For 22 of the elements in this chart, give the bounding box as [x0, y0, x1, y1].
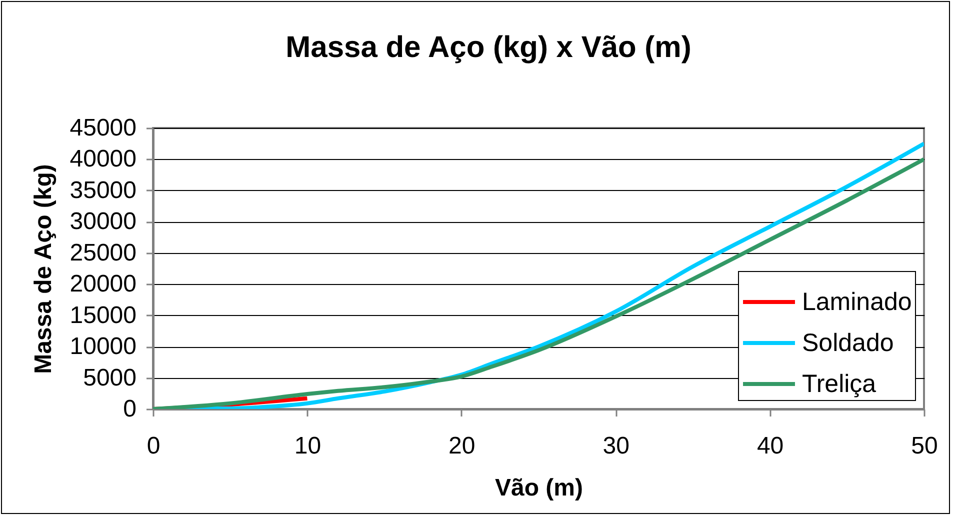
- legend-label: Treliça: [802, 370, 876, 398]
- legend-label: Soldado: [802, 329, 894, 357]
- y-tick-label: 10000: [70, 333, 136, 360]
- chart-title: Massa de Aço (kg) x Vão (m): [286, 31, 692, 64]
- y-tick-label: 30000: [70, 208, 136, 236]
- x-tick-label: 30: [602, 432, 630, 460]
- y-tick-label: 20000: [70, 270, 136, 298]
- legend-label: Laminado: [802, 288, 912, 316]
- x-tick-label: 50: [911, 432, 938, 460]
- y-tick-label: 40000: [70, 146, 136, 173]
- y-tick-label: 15000: [70, 302, 136, 329]
- x-tick-label: 20: [448, 432, 476, 460]
- y-tick-label: 25000: [70, 239, 136, 266]
- x-axis-title: Vão (m): [494, 474, 584, 502]
- y-axis-title: Massa de Aço (kg): [30, 164, 57, 374]
- x-tick-label: 0: [146, 432, 160, 460]
- x-tick-label: 40: [756, 432, 784, 460]
- x-tick-label: 10: [294, 432, 322, 460]
- y-tick-label: 0: [123, 396, 136, 422]
- y-tick-label: 35000: [70, 176, 136, 204]
- y-tick-label: 45000: [70, 114, 136, 142]
- y-tick-label: 5000: [83, 364, 136, 392]
